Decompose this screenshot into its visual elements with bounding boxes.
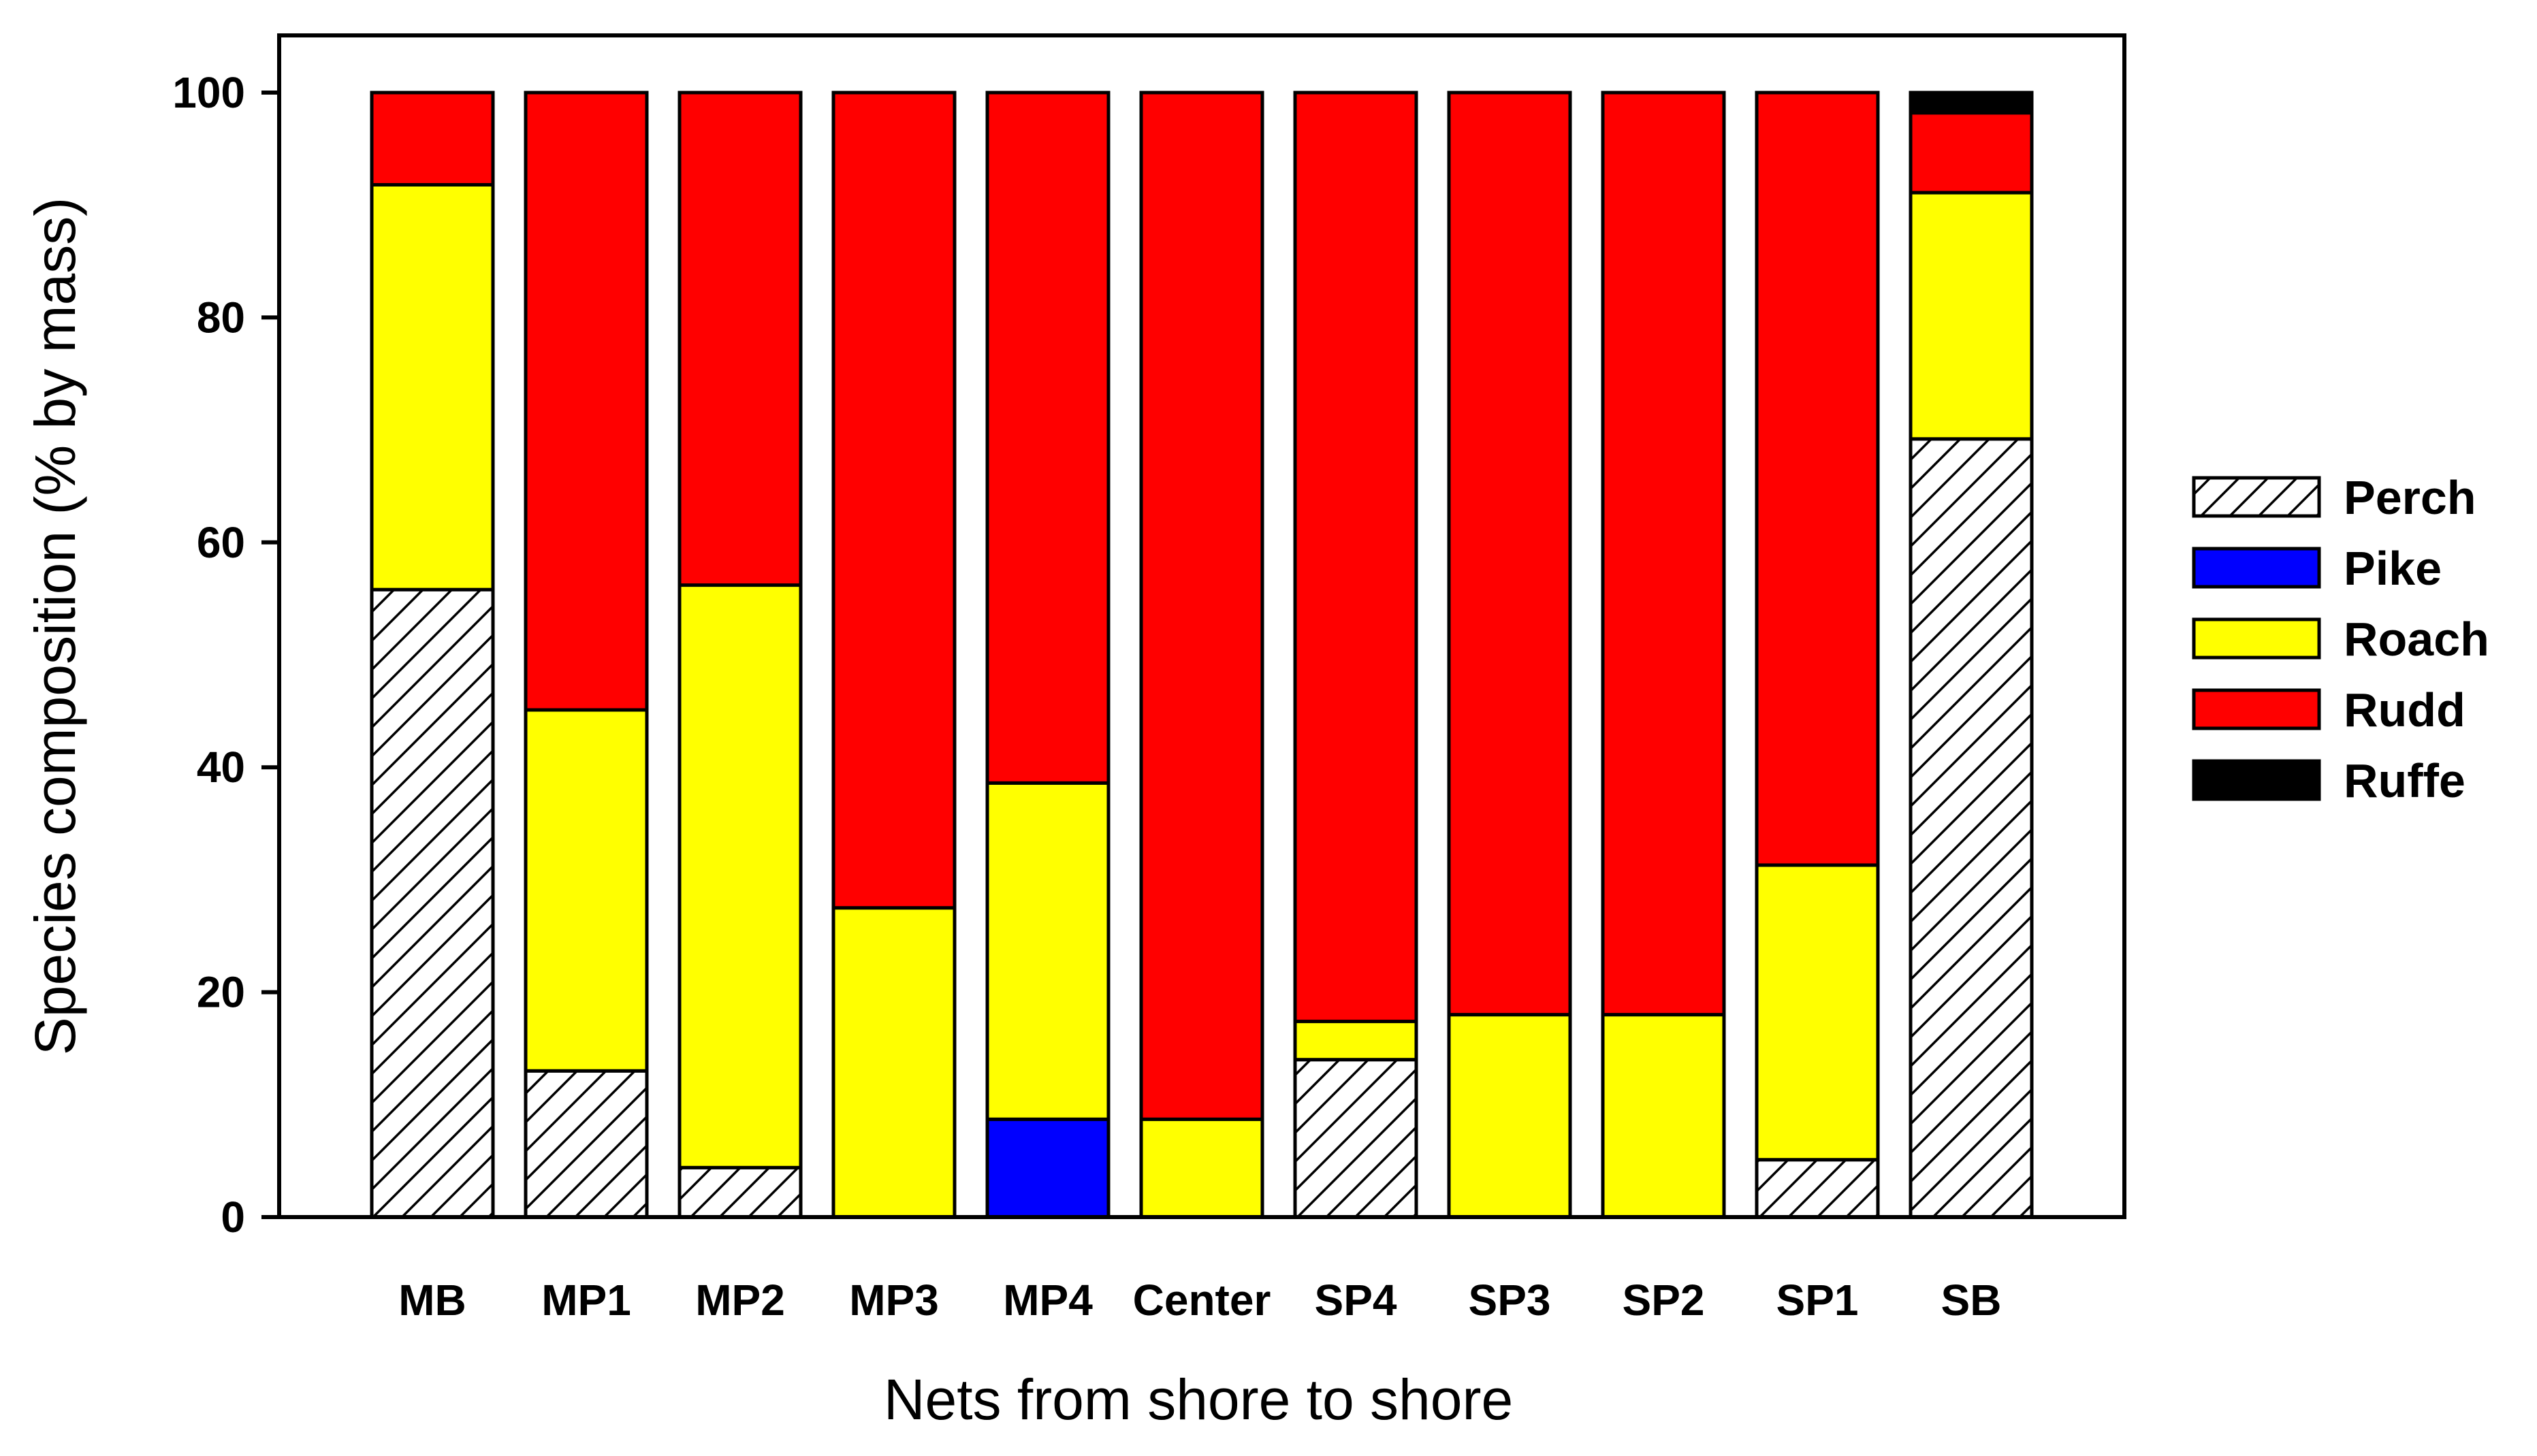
y-axis: 0 20 40 60 80 100 xyxy=(172,68,279,1242)
bar-segment-center-roach xyxy=(1139,1117,1264,1219)
bar-segment-mp4-roach xyxy=(985,781,1111,1121)
bar-segment-sp4-roach xyxy=(1293,1020,1418,1062)
legend-label-pike: Pike xyxy=(2344,542,2442,595)
y-tick-label: 60 xyxy=(197,518,245,567)
bar-segment-mb-perch xyxy=(370,587,495,1219)
x-tick-label: Center xyxy=(1133,1276,1271,1325)
legend-label-ruffe: Ruffe xyxy=(2344,754,2466,807)
bar-segment-sb-ruffe xyxy=(1909,91,2034,115)
bar-segment-center-rudd xyxy=(1139,91,1264,1121)
bar-segment-mp4-pike xyxy=(985,1117,1111,1219)
x-axis-title: Nets from shore to shore xyxy=(884,1368,1513,1431)
legend-swatch-ruffe xyxy=(2192,759,2321,801)
bar-segment-sp3-roach xyxy=(1447,1013,1572,1219)
bar-segment-sb-perch xyxy=(1909,437,2034,1219)
legend-swatch-roach xyxy=(2192,617,2321,660)
bar-segment-mp4-rudd xyxy=(985,91,1111,785)
bar-segment-sp4-rudd xyxy=(1293,91,1418,1024)
y-tick-label: 40 xyxy=(197,743,245,792)
legend-label-rudd: Rudd xyxy=(2344,683,2466,737)
x-tick-label: SP3 xyxy=(1469,1276,1551,1325)
y-axis-title: Species composition (% by mass) xyxy=(23,197,87,1055)
x-tick-label: MP3 xyxy=(849,1276,939,1325)
bar-segment-mp2-perch xyxy=(677,1165,803,1219)
bar-segment-sp3-rudd xyxy=(1447,91,1572,1017)
bar-segment-sp1-rudd xyxy=(1755,91,1880,867)
bar-segment-mp2-rudd xyxy=(677,91,803,587)
x-tick-label: SP1 xyxy=(1776,1276,1859,1325)
bars-layer xyxy=(370,91,2034,1219)
y-tick-label: 100 xyxy=(172,68,245,117)
x-axis: MB MP1 MP2 MP3 MP4 Center SP4 SP3 SP2 SP1 SB xyxy=(398,1276,2001,1325)
x-tick-label: SP2 xyxy=(1623,1276,1705,1325)
legend-swatch-pike xyxy=(2192,547,2321,589)
x-tick-label: MP4 xyxy=(1003,1276,1093,1325)
x-tick-label: MB xyxy=(398,1276,466,1325)
bar-segment-sp2-roach xyxy=(1601,1013,1726,1219)
bar-segment-sp4-perch xyxy=(1293,1058,1418,1219)
legend-label-perch: Perch xyxy=(2344,471,2476,524)
bar-segment-mp2-roach xyxy=(677,583,803,1169)
legend-label-roach: Roach xyxy=(2344,613,2489,666)
x-tick-label: SP4 xyxy=(1315,1276,1397,1325)
legend-swatch-perch xyxy=(2192,476,2321,518)
bar-segment-sp2-rudd xyxy=(1601,91,1726,1017)
bar-segment-mp1-rudd xyxy=(524,91,649,712)
y-tick-label: 80 xyxy=(197,293,245,342)
bar-segment-sp1-roach xyxy=(1755,863,1880,1162)
x-tick-label: MP1 xyxy=(541,1276,631,1325)
x-tick-label: SB xyxy=(1941,1276,2002,1325)
bar-segment-mp3-roach xyxy=(831,906,957,1219)
bar-segment-mb-rudd xyxy=(370,91,495,187)
y-tick-label: 20 xyxy=(197,968,245,1017)
bar-segment-sb-rudd xyxy=(1909,111,2034,195)
bar-segment-mp1-roach xyxy=(524,708,649,1073)
legend: Perch Pike Roach Rudd Ruffe xyxy=(2192,471,2489,807)
bar-segment-sb-roach xyxy=(1909,191,2034,441)
legend-swatch-rudd xyxy=(2192,688,2321,730)
bar-segment-sp1-perch xyxy=(1755,1158,1880,1219)
bar-segment-mp1-perch xyxy=(524,1069,649,1219)
x-tick-label: MP2 xyxy=(695,1276,785,1325)
bar-segment-mb-roach xyxy=(370,182,495,592)
plot-frame xyxy=(277,33,2126,1219)
y-tick-label: 0 xyxy=(221,1193,245,1242)
bar-segment-mp3-rudd xyxy=(831,91,957,910)
